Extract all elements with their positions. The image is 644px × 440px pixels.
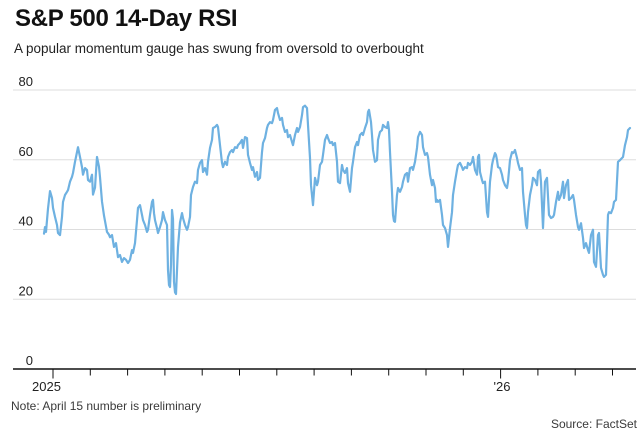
x-tick-label: 2025: [32, 379, 61, 394]
chart-note: Note: April 15 number is preliminary: [11, 399, 202, 413]
page-title: S&P 500 14-Day RSI: [15, 5, 238, 32]
rsi-series-line: [42, 104, 632, 296]
chart-source: Source: FactSet: [550, 417, 637, 431]
y-tick-label: 0: [26, 353, 33, 368]
y-tick-label: 20: [19, 283, 33, 298]
rsi-line-chart: 0 20 40 60 80 2025 '26: [13, 75, 636, 394]
x-tick-label: '26: [494, 379, 511, 394]
y-tick-label: 60: [19, 144, 33, 159]
chart-subtitle: A popular momentum gauge has swung from …: [14, 41, 424, 56]
y-tick-label: 40: [19, 214, 33, 229]
y-tick-label: 80: [19, 75, 33, 89]
